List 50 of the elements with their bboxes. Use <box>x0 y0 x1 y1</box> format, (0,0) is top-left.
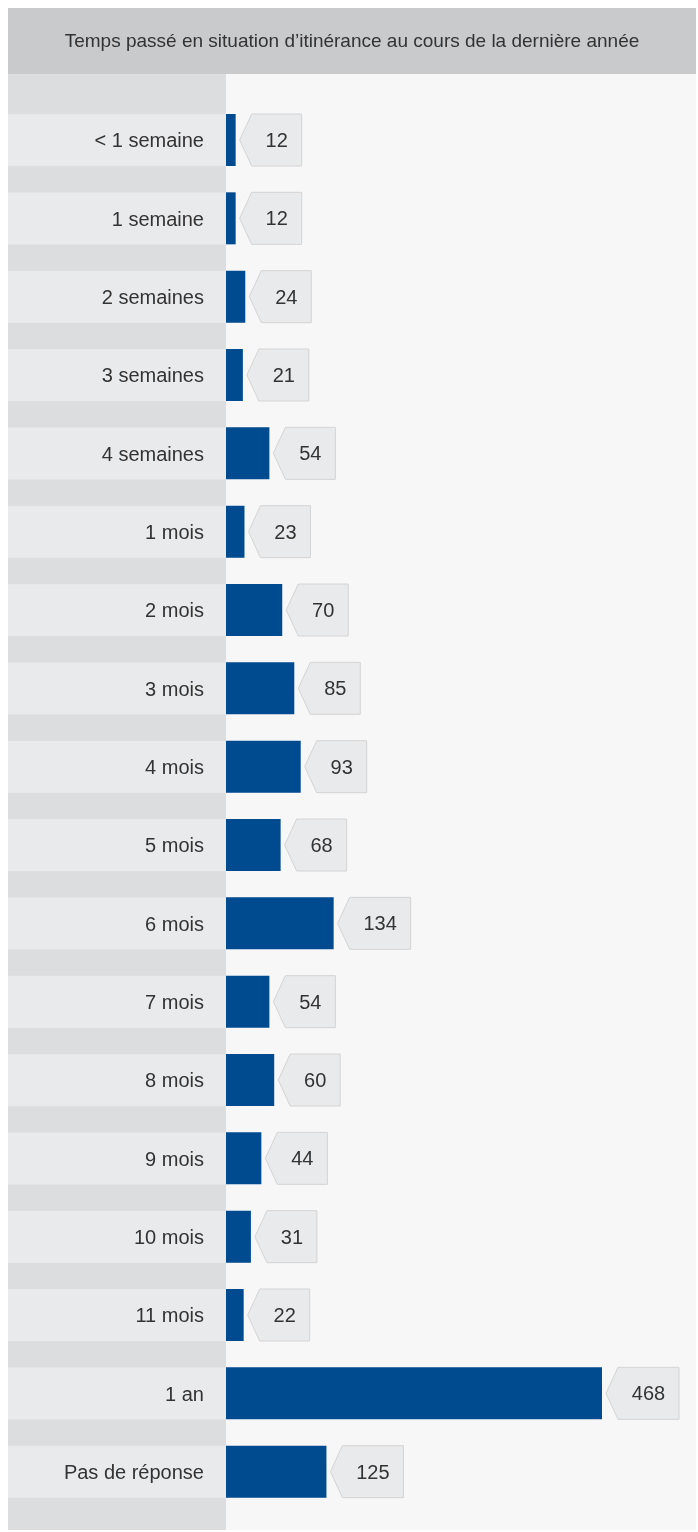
data-label: 22 <box>273 1304 296 1326</box>
y-tick-label: 2 mois <box>145 599 204 622</box>
y-tick-label: Pas de réponse <box>63 1460 204 1483</box>
data-label: 60 <box>304 1069 327 1091</box>
chart-title: Temps passé en situation d’itinérance au cours de la dernière année <box>64 30 640 52</box>
y-tick-label: 11 mois <box>135 1304 204 1327</box>
y-tick-label: 7 mois <box>145 990 204 1013</box>
data-label: 21 <box>272 364 295 386</box>
bar <box>226 1289 244 1341</box>
bar <box>226 1054 275 1106</box>
y-tick-label: 4 mois <box>145 755 204 778</box>
data-label: 31 <box>280 1225 304 1248</box>
data-label: 125 <box>356 1460 390 1483</box>
data-label: 12 <box>265 207 288 230</box>
bar <box>226 114 236 166</box>
y-tick-label: 4 semaines <box>101 442 204 465</box>
bar <box>226 584 283 636</box>
data-label: 44 <box>291 1147 314 1170</box>
y-tick-label: 1 an <box>165 1382 204 1405</box>
bar <box>226 192 236 245</box>
y-tick-label: 3 semaines <box>101 364 204 387</box>
data-label: 468 <box>631 1382 666 1405</box>
data-label: 54 <box>299 990 322 1013</box>
bar <box>226 505 245 558</box>
y-tick-label: 5 mois <box>145 834 204 857</box>
data-label: 85 <box>324 677 347 700</box>
data-label: 93 <box>330 755 353 778</box>
data-label: 54 <box>299 442 322 465</box>
bar <box>226 270 246 323</box>
bar <box>226 975 270 1028</box>
y-tick-label: 1 mois <box>145 520 204 543</box>
y-tick-label: 3 mois <box>145 677 204 700</box>
data-label: 12 <box>265 129 288 151</box>
data-label: 24 <box>275 285 298 308</box>
data-label: 70 <box>312 599 335 621</box>
bar <box>226 349 243 401</box>
bar <box>226 1210 251 1263</box>
bar <box>226 427 270 480</box>
y-tick-label: 8 mois <box>145 1069 204 1092</box>
y-tick-label: 1 semaine <box>111 207 204 230</box>
y-tick-label: < 1 semaine <box>94 129 204 152</box>
y-tick-label: 2 semaines <box>101 285 204 308</box>
bar <box>226 819 281 871</box>
y-tick-label: 6 mois <box>145 912 204 935</box>
data-label: 23 <box>274 520 297 543</box>
y-tick-label: 10 mois <box>133 1225 204 1248</box>
data-label: 134 <box>363 912 397 935</box>
data-label: 68 <box>310 834 333 856</box>
y-tick-label: 9 mois <box>145 1147 204 1170</box>
bar <box>226 1132 262 1185</box>
